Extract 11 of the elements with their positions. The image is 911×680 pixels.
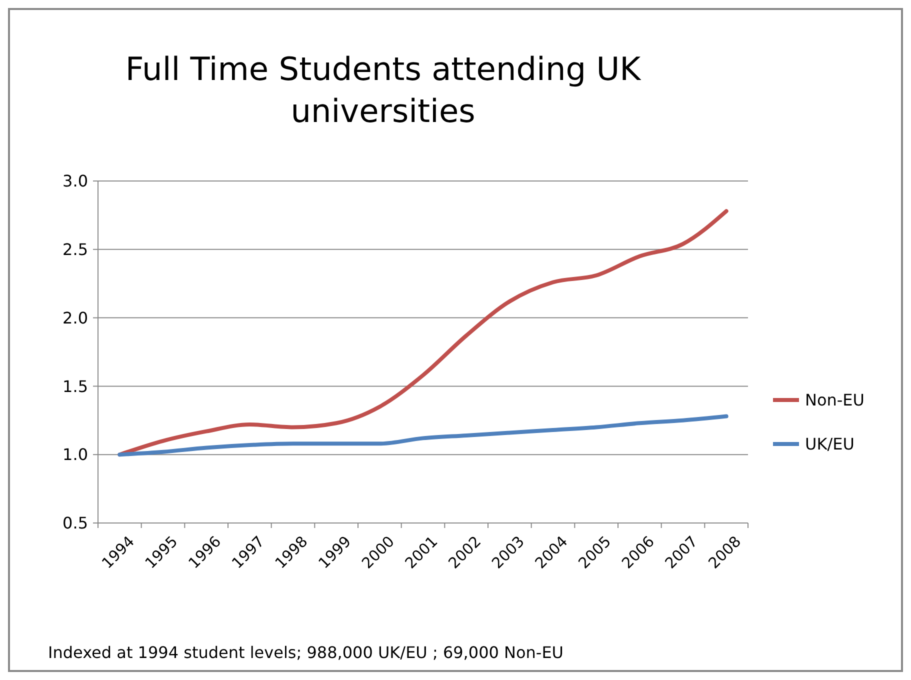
y-tick-label: 1.0: [62, 445, 88, 464]
y-tick-label: 0.5: [62, 514, 88, 533]
y-tick-label: 3.0: [62, 172, 88, 191]
y-tick-label: 1.5: [62, 376, 88, 396]
legend-label: Non-EU: [805, 390, 864, 410]
y-tick-label: 2.5: [62, 240, 88, 259]
text: Indexed at 1994 student levels; 988,000 UK/EU ; 69,000 Non-EU: [48, 643, 564, 662]
legend-label: UK/EU: [805, 434, 854, 454]
chart-title: Full Time Students attending UK universities: [125, 50, 642, 130]
line-series: [118, 414, 728, 457]
y-tick-label: 2.0: [62, 308, 88, 328]
